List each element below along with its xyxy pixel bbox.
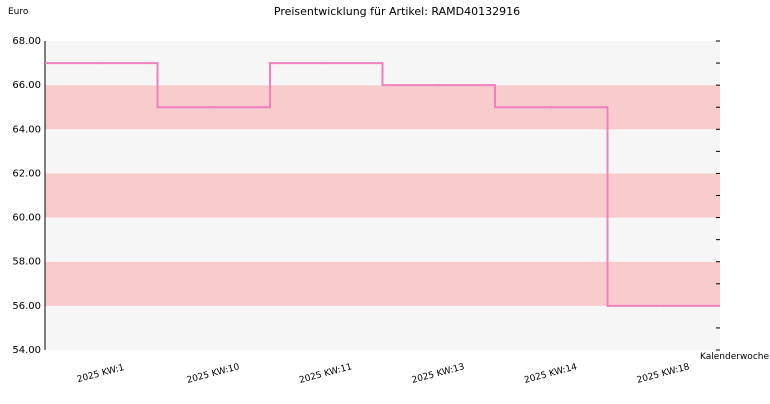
background-band (45, 305, 720, 350)
x-tick-label: 2025 KW:18 (636, 362, 691, 386)
x-axis-label: Kalenderwoche (700, 352, 769, 362)
price-data-point (437, 83, 440, 87)
price-series-line (45, 62, 720, 307)
y-tick-label: 54.00 (12, 345, 41, 356)
price-data-point (212, 106, 215, 109)
y-tick-label: 62.00 (12, 168, 41, 179)
x-tick-label: 2025 KW:13 (411, 362, 466, 386)
y-axis-label: Euro (8, 7, 29, 17)
background-band (45, 217, 720, 262)
background-band (45, 173, 720, 218)
x-tick-label: 2025 KW:11 (298, 362, 353, 386)
y-tick-label: 58.00 (12, 257, 41, 268)
x-tick-label: 2025 KW:1 (76, 363, 125, 385)
plot-area: 54.00 56.00 58.00 60.00 62.00 64.00 66.00 68.00… (12, 36, 720, 386)
price-data-point (100, 61, 103, 65)
y-tick-label: 64.00 (12, 124, 41, 135)
background-band (45, 85, 720, 130)
background-band (45, 129, 720, 174)
y-tick-label: 56.00 (12, 301, 41, 312)
price-data-point (550, 106, 553, 109)
x-tick-label: 2025 KW:10 (186, 362, 241, 386)
chart-title: Preisentwicklung für Artikel: RAMD401329… (274, 5, 520, 18)
background-band (45, 261, 720, 306)
y-tick-label: 66.00 (12, 80, 41, 91)
y-tick-label: 68.00 (12, 36, 41, 47)
y-tick-label: 60.00 (12, 213, 41, 224)
price-data-point (662, 304, 665, 308)
price-data-point (325, 61, 328, 65)
x-tick-label: 2025 KW:14 (523, 362, 578, 386)
